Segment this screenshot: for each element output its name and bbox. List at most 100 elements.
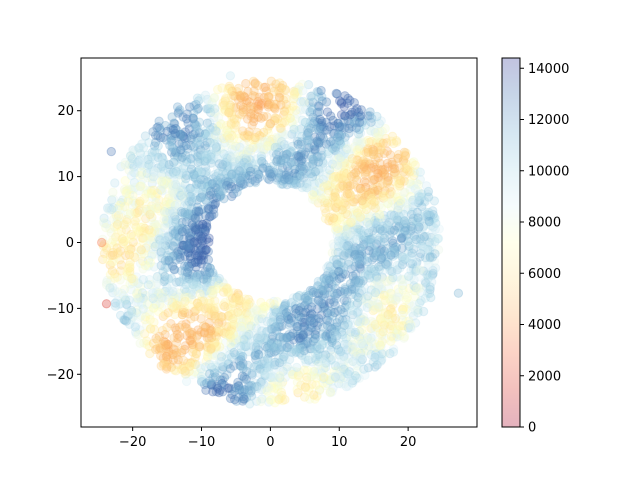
scatter-point bbox=[280, 395, 290, 405]
x-tick-label: −20 bbox=[119, 435, 146, 450]
scatter-point bbox=[204, 376, 215, 386]
scatter-point bbox=[197, 368, 208, 378]
y-tick-label: 20 bbox=[57, 104, 74, 119]
scatter-point bbox=[217, 326, 227, 337]
scatter-point bbox=[380, 228, 390, 239]
scatter-point bbox=[371, 250, 381, 261]
scatter-point bbox=[360, 269, 370, 279]
scatter-point bbox=[359, 163, 369, 173]
scatter-point bbox=[412, 257, 422, 268]
y-tick-label: 0 bbox=[66, 236, 74, 251]
scatter-point bbox=[203, 303, 213, 313]
scatter-point bbox=[425, 252, 435, 263]
scatter-point bbox=[168, 125, 179, 135]
scatter-point bbox=[170, 131, 180, 141]
scatter-point bbox=[345, 95, 355, 106]
scatter-point bbox=[409, 170, 419, 181]
scatter-point bbox=[161, 197, 171, 207]
scatter-point bbox=[358, 196, 368, 207]
scatter-point bbox=[326, 170, 336, 180]
scatter-point bbox=[339, 167, 349, 178]
scatter-point bbox=[340, 286, 350, 297]
scatter-point bbox=[129, 177, 140, 188]
scatter-point bbox=[105, 260, 115, 270]
scatter-point bbox=[167, 290, 178, 300]
scatter-point bbox=[349, 169, 359, 179]
scatter-point bbox=[193, 231, 203, 242]
scatter-point bbox=[399, 332, 410, 342]
scatter-point bbox=[225, 179, 236, 189]
scatter-point bbox=[250, 351, 260, 361]
scatter-point bbox=[267, 394, 277, 405]
scatter-point bbox=[182, 200, 193, 210]
scatter-point bbox=[296, 151, 306, 162]
scatter-point bbox=[298, 298, 309, 308]
scatter-point bbox=[226, 303, 236, 314]
scatter-point bbox=[186, 154, 196, 164]
scatter-point bbox=[374, 302, 384, 312]
scatter-point bbox=[227, 161, 237, 171]
scatter-point bbox=[156, 227, 166, 238]
scatter-point bbox=[138, 304, 148, 314]
scatter-point bbox=[143, 161, 153, 172]
scatter-point bbox=[213, 187, 224, 197]
scatter-point bbox=[372, 111, 382, 122]
scatter-point bbox=[270, 114, 281, 124]
scatter-point bbox=[390, 313, 401, 324]
scatter-point bbox=[354, 275, 364, 285]
scatter-point bbox=[192, 273, 202, 283]
scatter-point bbox=[180, 133, 190, 144]
scatter-point bbox=[305, 168, 316, 179]
scatter-point bbox=[262, 97, 272, 107]
scatter-point bbox=[130, 198, 140, 209]
scatter-point bbox=[110, 301, 121, 311]
scatter-point bbox=[274, 168, 284, 178]
scatter-point bbox=[392, 265, 402, 275]
scatter-point bbox=[141, 243, 151, 253]
scatter-point bbox=[323, 306, 334, 316]
scatter-point bbox=[146, 189, 157, 199]
scatter-point bbox=[325, 137, 336, 147]
scatter-point bbox=[252, 333, 263, 343]
scatter-point bbox=[241, 133, 252, 143]
scatter-point bbox=[167, 186, 177, 196]
scatter-point bbox=[208, 306, 219, 316]
scatter-point bbox=[241, 366, 252, 377]
scatter-point bbox=[201, 322, 211, 332]
scatter-point bbox=[233, 293, 243, 304]
scatter-point bbox=[390, 245, 400, 256]
scatter-point bbox=[164, 169, 175, 180]
scatter-point bbox=[176, 175, 186, 185]
scatter-point bbox=[345, 223, 355, 233]
scatter-point bbox=[336, 196, 346, 207]
scatter-point bbox=[219, 149, 229, 159]
scatter-point bbox=[403, 271, 414, 281]
scatter-point bbox=[215, 191, 226, 201]
scatter-point bbox=[362, 257, 373, 267]
scatter-point bbox=[376, 254, 386, 265]
scatter-point bbox=[177, 152, 187, 163]
scatter-point bbox=[253, 348, 263, 359]
scatter-point bbox=[204, 233, 214, 243]
scatter-point bbox=[278, 305, 288, 316]
scatter-point bbox=[197, 233, 207, 243]
scatter-point bbox=[330, 373, 340, 384]
scatter-point bbox=[145, 235, 156, 245]
scatter-point bbox=[371, 239, 382, 249]
scatter-point bbox=[125, 268, 135, 279]
scatter-point bbox=[346, 217, 356, 228]
scatter-point bbox=[257, 156, 267, 167]
scatter-point bbox=[393, 216, 404, 226]
scatter-point bbox=[365, 211, 375, 222]
scatter-point bbox=[127, 278, 138, 289]
scatter-point bbox=[278, 150, 288, 161]
scatter-point bbox=[239, 337, 249, 347]
scatter-point bbox=[289, 124, 299, 135]
scatter-point bbox=[200, 126, 210, 136]
scatter-point bbox=[386, 187, 396, 197]
scatter-point bbox=[182, 144, 193, 154]
scatter-point bbox=[361, 148, 371, 158]
scatter-point bbox=[163, 308, 173, 318]
scatter-point bbox=[185, 335, 195, 346]
scatter-point bbox=[182, 154, 192, 165]
